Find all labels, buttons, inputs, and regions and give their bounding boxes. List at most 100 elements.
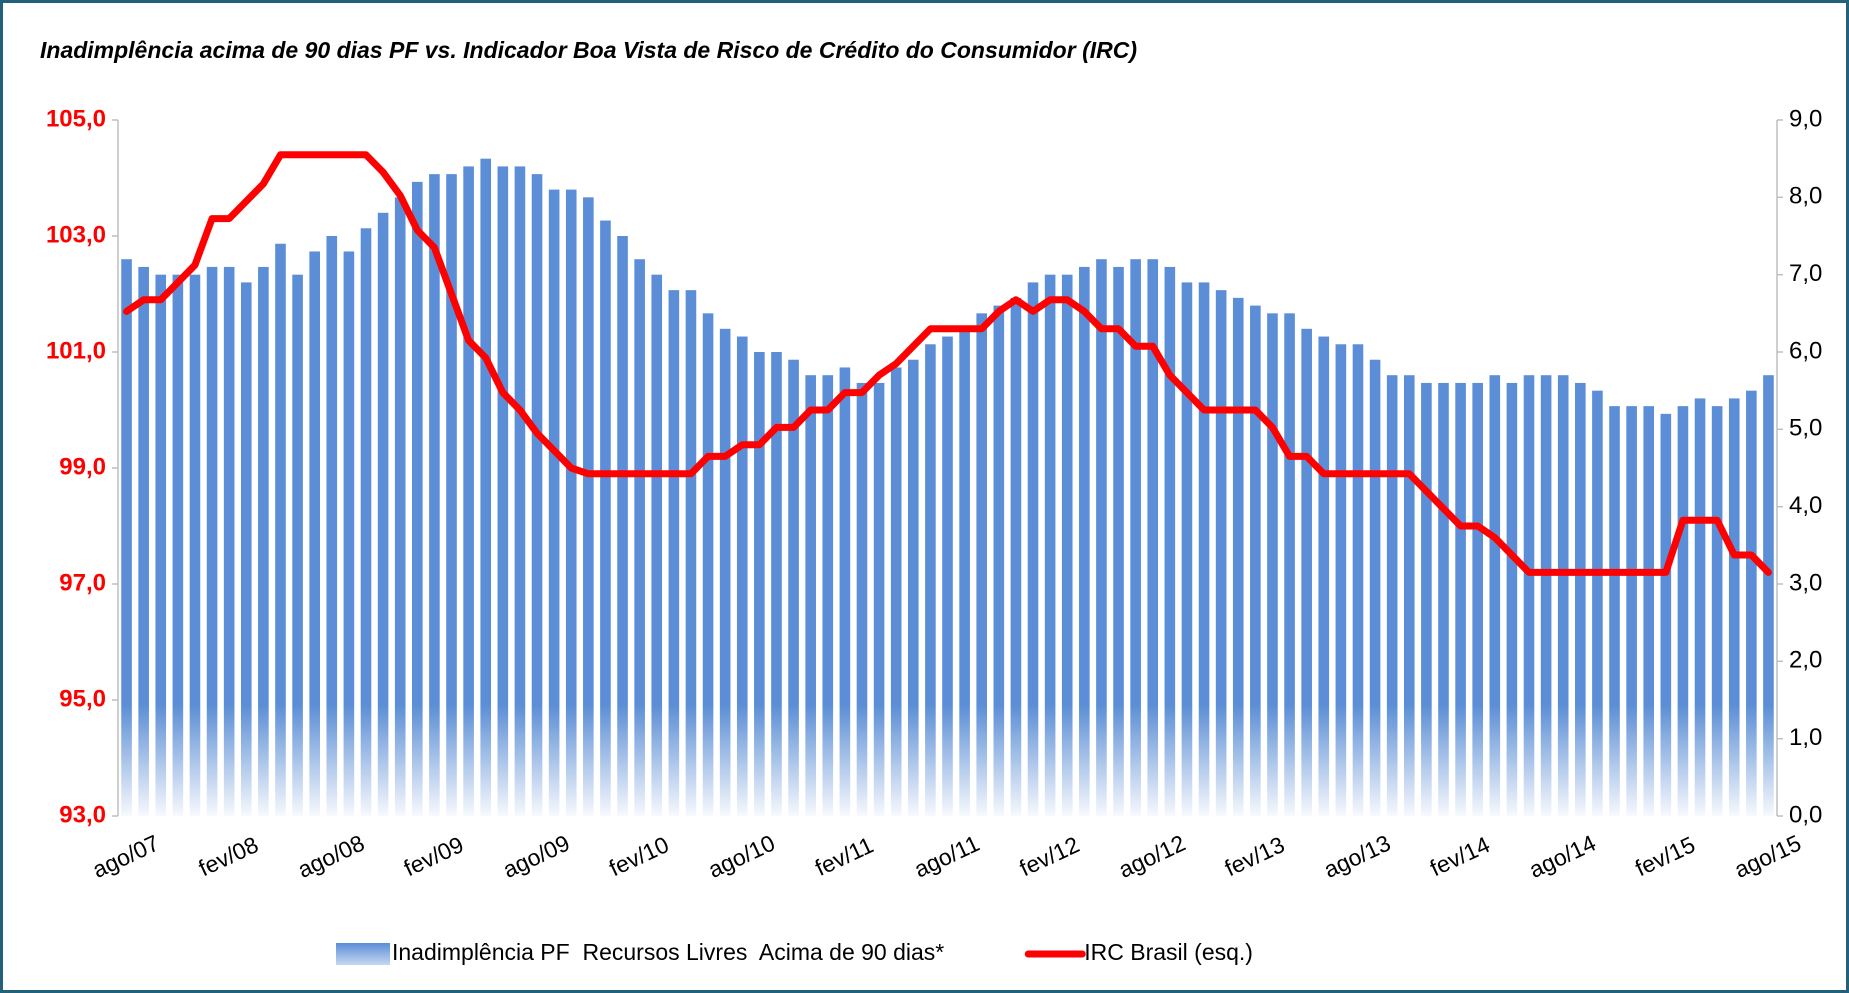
bar: [719, 328, 731, 816]
bar: [1438, 382, 1449, 816]
bar: [394, 197, 406, 817]
bar: [788, 359, 799, 816]
bar: [1575, 382, 1586, 816]
bar: [583, 197, 594, 817]
bar: [959, 328, 970, 816]
bar: [429, 174, 440, 817]
bar: [514, 166, 526, 816]
bar: [873, 382, 885, 816]
bar: [942, 336, 953, 816]
bar: [343, 251, 355, 816]
bar: [754, 352, 765, 816]
bar: [1369, 359, 1381, 816]
bar: [634, 259, 645, 816]
bar: [1592, 390, 1603, 816]
bar: [976, 313, 988, 816]
legend-label: IRC Brasil (esq.): [1084, 939, 1253, 965]
line: [123, 151, 1772, 576]
bar: [326, 236, 338, 816]
bar: [1421, 382, 1432, 816]
bar: [138, 266, 149, 816]
y2-tick-label: 7,0: [1789, 260, 1822, 287]
bar: [463, 166, 474, 816]
bar: [1711, 406, 1723, 816]
bar: [993, 305, 1005, 816]
y2-tick-label: 9,0: [1789, 105, 1822, 132]
bar: [446, 174, 457, 817]
bar: [1677, 406, 1689, 816]
bar: [121, 259, 132, 816]
bar: [1318, 336, 1330, 816]
bar: [155, 274, 167, 817]
y2-tick-label: 8,0: [1789, 183, 1822, 210]
bar: [1540, 375, 1552, 816]
bar: [309, 251, 320, 816]
bar: [223, 266, 235, 816]
bar: [1489, 375, 1501, 816]
y2-tick-label: 0,0: [1789, 801, 1822, 828]
y-tick-label: 101,0: [46, 337, 106, 364]
bar: [1164, 266, 1176, 816]
bar: [1215, 290, 1227, 817]
bar: [925, 344, 936, 816]
bar: [1250, 305, 1261, 816]
bar: [1113, 266, 1124, 816]
bar: [1352, 344, 1364, 816]
chart-title: Inadimplência acima de 90 dias PF vs. In…: [40, 37, 1137, 63]
bar: [1763, 375, 1774, 816]
bar: [1027, 282, 1039, 816]
y-tick-label: 99,0: [59, 453, 106, 480]
bar: [702, 313, 714, 816]
bar: [1044, 274, 1056, 817]
bar: [1267, 313, 1278, 816]
bar: [1301, 328, 1312, 816]
bar: [1643, 406, 1655, 816]
bar: [1386, 375, 1398, 816]
y-tick-label: 95,0: [59, 685, 106, 712]
bar: [1728, 398, 1740, 816]
bar: [1096, 259, 1107, 816]
bar: [839, 367, 851, 816]
bar: [1061, 274, 1073, 817]
bar: [1626, 406, 1637, 816]
bar: [1609, 406, 1620, 816]
bar: [1147, 259, 1159, 816]
bar: [497, 166, 509, 816]
bar: [856, 382, 868, 816]
bar: [172, 274, 184, 817]
bar: [1130, 259, 1141, 816]
bar: [258, 266, 269, 816]
y2-tick-label: 4,0: [1789, 492, 1822, 519]
bar: [1694, 398, 1706, 816]
bar: [1455, 382, 1466, 816]
bar: [890, 367, 902, 816]
bar: [565, 189, 577, 817]
bar: [292, 274, 303, 817]
bar: [1746, 390, 1757, 816]
bar: [1472, 382, 1483, 816]
bar: [206, 266, 218, 816]
y-tick-label: 105,0: [46, 105, 106, 132]
y2-tick-label: 2,0: [1789, 647, 1822, 674]
y-tick-label: 93,0: [59, 801, 106, 828]
bar: [651, 274, 663, 817]
y2-tick-label: 1,0: [1789, 724, 1822, 751]
bar: [685, 290, 697, 817]
legend-label: Inadimplência PF Recursos Livres Acima d…: [392, 939, 944, 965]
y2-tick-label: 5,0: [1789, 415, 1822, 442]
bar: [1523, 375, 1535, 816]
y2-tick-label: 3,0: [1789, 569, 1822, 596]
y2-tick-label: 6,0: [1789, 337, 1822, 364]
bar: [1506, 382, 1518, 816]
bar: [548, 189, 560, 817]
bar: [617, 236, 628, 816]
bar: [600, 220, 611, 817]
bar: [1335, 344, 1347, 816]
bar: [1403, 375, 1415, 816]
bar: [531, 174, 543, 817]
bar: [668, 290, 680, 817]
bar: [377, 212, 389, 817]
bar: [480, 158, 492, 816]
